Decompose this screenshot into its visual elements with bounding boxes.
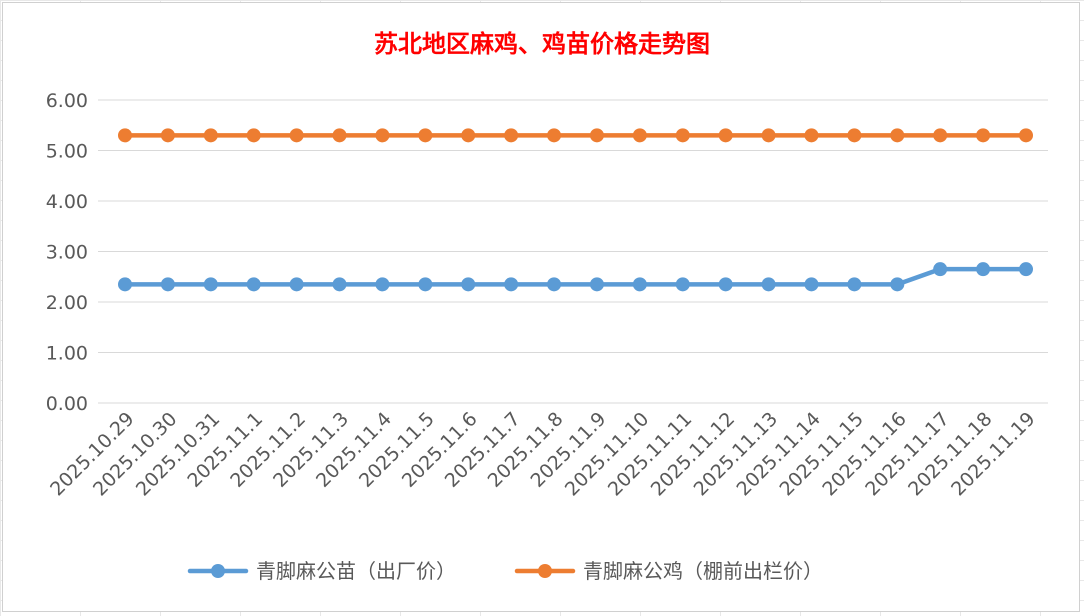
data-point[interactable] [246, 277, 261, 292]
series-2 [118, 128, 1033, 143]
data-point[interactable] [375, 128, 390, 143]
data-point[interactable] [890, 128, 905, 143]
data-point[interactable] [976, 128, 991, 143]
series-1 [118, 262, 1033, 292]
y-tick-label: 3.00 [46, 242, 88, 264]
data-point[interactable] [847, 128, 862, 143]
data-point[interactable] [246, 128, 261, 143]
data-point[interactable] [718, 128, 733, 143]
data-point[interactable] [632, 277, 647, 292]
data-point[interactable] [589, 128, 604, 143]
data-point[interactable] [289, 277, 304, 292]
data-point[interactable] [332, 277, 347, 292]
data-point[interactable] [847, 277, 862, 292]
data-point[interactable] [203, 277, 218, 292]
legend-marker [538, 564, 552, 578]
y-tick-label: 2.00 [46, 292, 88, 314]
data-point[interactable] [1019, 128, 1033, 143]
data-point[interactable] [761, 128, 776, 143]
data-point[interactable] [461, 128, 476, 143]
data-point[interactable] [1019, 262, 1033, 277]
data-point[interactable] [418, 128, 433, 143]
data-point[interactable] [761, 277, 776, 292]
data-point[interactable] [118, 128, 132, 143]
data-point[interactable] [589, 277, 604, 292]
data-point[interactable] [375, 277, 390, 292]
data-point[interactable] [504, 128, 519, 143]
data-point[interactable] [890, 277, 905, 292]
legend-item[interactable]: 青脚麻公苗（出厂价） [187, 559, 456, 583]
x-axis: 2025.10.292025.10.302025.10.312025.11.12… [46, 408, 1039, 500]
y-tick-label: 6.00 [46, 90, 88, 112]
legend-marker [211, 564, 225, 578]
data-point[interactable] [804, 128, 819, 143]
data-point[interactable] [118, 277, 132, 292]
data-point[interactable] [718, 277, 733, 292]
y-tick-label: 4.00 [46, 191, 88, 213]
y-tick-label: 1.00 [46, 343, 88, 365]
data-point[interactable] [160, 277, 175, 292]
data-point[interactable] [804, 277, 819, 292]
data-point[interactable] [675, 277, 690, 292]
legend-label: 青脚麻公鸡（棚前出栏价） [583, 559, 823, 583]
data-point[interactable] [418, 277, 433, 292]
legend: 青脚麻公苗（出厂价） 青脚麻公鸡（棚前出栏价） [187, 559, 823, 583]
chart-title: 苏北地区麻鸡、鸡苗价格走势图 [374, 29, 710, 58]
gridlines [98, 99, 1048, 404]
data-point[interactable] [632, 128, 647, 143]
data-point[interactable] [332, 128, 347, 143]
data-point[interactable] [504, 277, 519, 292]
y-tick-label: 5.00 [46, 141, 88, 163]
legend-label: 青脚麻公苗（出厂价） [256, 559, 456, 583]
data-point[interactable] [976, 262, 991, 277]
y-axis: 0.00 1.00 2.00 3.00 4.00 5.00 6.00 [46, 90, 88, 415]
series-layer [118, 128, 1033, 292]
data-point[interactable] [160, 128, 175, 143]
y-tick-label: 0.00 [46, 393, 88, 415]
data-point[interactable] [203, 128, 218, 143]
legend-item[interactable]: 青脚麻公鸡（棚前出栏价） [514, 559, 823, 583]
data-point[interactable] [547, 128, 562, 143]
data-point[interactable] [933, 128, 948, 143]
data-point[interactable] [461, 277, 476, 292]
series-line [122, 266, 1029, 287]
data-point[interactable] [547, 277, 562, 292]
data-point[interactable] [675, 128, 690, 143]
data-point[interactable] [289, 128, 304, 143]
data-point[interactable] [933, 262, 948, 277]
